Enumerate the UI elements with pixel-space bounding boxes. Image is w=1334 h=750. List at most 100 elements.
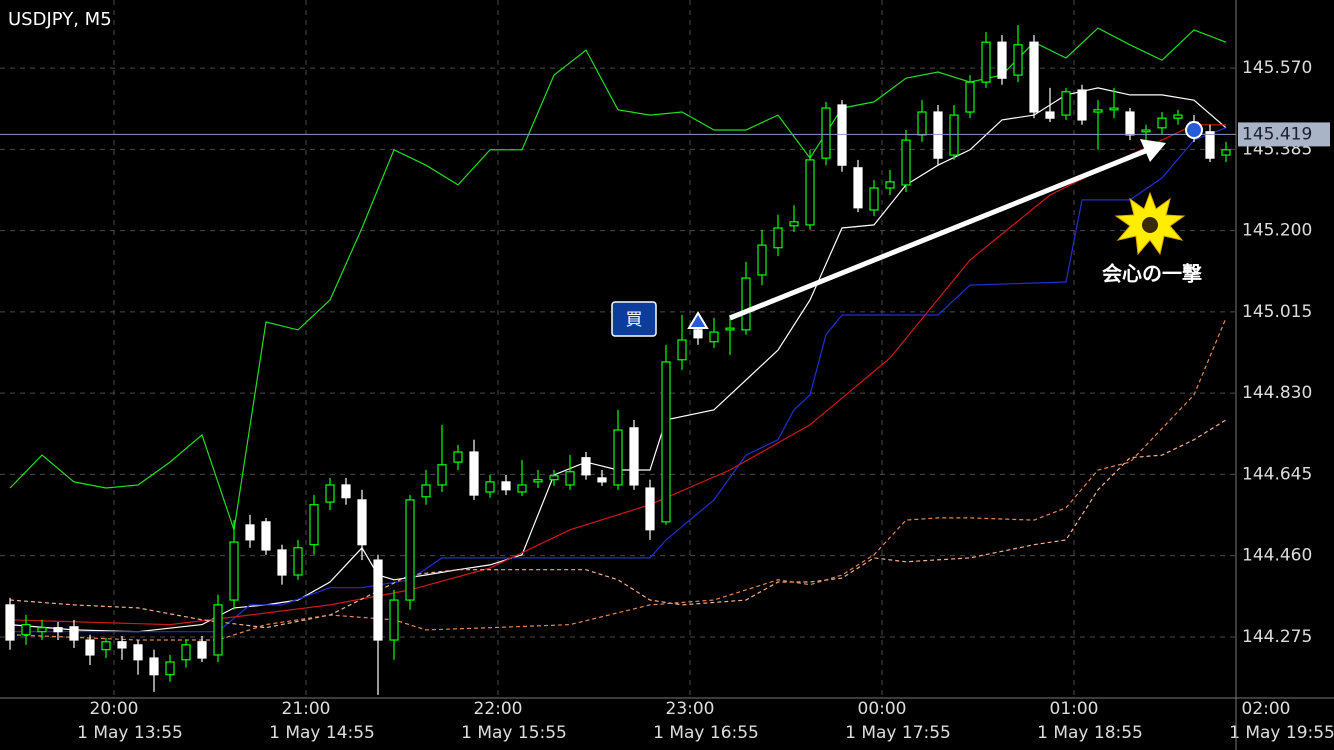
x-tick-label: 1 May 18:55 — [1037, 723, 1143, 743]
y-tick-label: 145.200 — [1242, 221, 1312, 241]
candle-body — [357, 499, 367, 546]
candle-body — [581, 457, 591, 476]
candle-body — [389, 599, 399, 641]
candle-body — [1077, 89, 1087, 121]
candle-body — [5, 604, 15, 641]
candle-body — [917, 111, 927, 136]
candle-body — [981, 41, 991, 83]
candle-body — [789, 221, 799, 227]
indicator-line — [9, 419, 1227, 629]
candle-body — [1173, 114, 1183, 119]
candle-body — [597, 477, 607, 483]
candle-body — [677, 339, 687, 361]
candle-body — [901, 139, 911, 186]
candle-body — [485, 481, 495, 493]
candle-body — [405, 499, 415, 601]
candle-body — [1109, 107, 1119, 111]
candle-body — [117, 641, 127, 649]
candle-body — [21, 624, 31, 636]
candle-body — [1013, 44, 1023, 76]
candle-body — [453, 451, 463, 463]
x-tick-label: 1 May 14:55 — [269, 723, 375, 743]
candle-body — [693, 329, 703, 339]
trend-arrow — [729, 147, 1149, 321]
y-tick-label: 144.460 — [1242, 546, 1312, 566]
candle-body — [197, 641, 207, 659]
candle-body — [421, 484, 431, 498]
indicator-line — [9, 124, 1226, 626]
candle-body — [869, 187, 879, 211]
buy-marker — [687, 311, 709, 329]
candle-body — [373, 559, 383, 641]
candle-body — [1157, 117, 1167, 129]
candle-body — [501, 481, 511, 491]
x-tick-label: 23:00 — [666, 699, 715, 719]
candle-body — [1029, 41, 1039, 113]
candle-body — [1061, 91, 1071, 116]
buy-label: 買 — [626, 310, 643, 330]
candle-body — [613, 429, 623, 486]
candle-body — [69, 626, 79, 641]
candle-body — [725, 327, 735, 331]
candle-body — [997, 41, 1007, 79]
candle-body — [965, 81, 975, 113]
candle-body — [101, 641, 111, 651]
candle-body — [165, 661, 175, 676]
x-tick-label: 00:00 — [858, 699, 907, 719]
y-tick-label: 144.830 — [1242, 383, 1312, 403]
candle-body — [661, 361, 671, 523]
candle-body — [245, 524, 255, 541]
indicator-line — [9, 317, 1227, 641]
arrow-head — [1140, 139, 1166, 162]
candle-body — [1141, 129, 1151, 133]
buy-badge — [611, 301, 657, 337]
x-tick-label: 21:00 — [282, 699, 331, 719]
price-tag — [1238, 122, 1330, 147]
x-tick-label: 01:00 — [1050, 699, 1099, 719]
candle-body — [709, 331, 719, 343]
candle-body — [805, 159, 815, 226]
candle-body — [181, 644, 191, 661]
x-tick-label: 1 May 16:55 — [653, 723, 759, 743]
candle-body — [1125, 111, 1135, 136]
x-tick-label: 22:00 — [474, 699, 523, 719]
candles — [5, 25, 1231, 695]
candle-body — [773, 227, 783, 249]
candle-body — [85, 639, 95, 656]
candle-body — [325, 484, 335, 503]
candle-body — [37, 627, 47, 633]
candle-body — [1045, 111, 1055, 119]
candle-body — [277, 549, 287, 576]
x-tick-label: 1 May 15:55 — [461, 723, 567, 743]
candle-body — [517, 484, 527, 493]
x-tick-label: 20:00 — [90, 699, 139, 719]
candle-body — [341, 484, 351, 499]
candle-body — [837, 104, 847, 166]
candle-body — [53, 627, 63, 633]
candle-body — [261, 521, 271, 551]
indicator-lines — [9, 27, 1227, 641]
x-tick-label: 1 May 19:55 — [1229, 723, 1334, 743]
x-tick-label: 1 May 13:55 — [77, 723, 183, 743]
candle-body — [213, 604, 223, 656]
candle-body — [1205, 131, 1215, 159]
candle-body — [1221, 149, 1231, 156]
candle-body — [133, 644, 143, 661]
candle-body — [469, 451, 479, 496]
candle-body — [741, 277, 751, 331]
candle-body — [949, 114, 959, 156]
close-marker — [1185, 121, 1203, 139]
candle-body — [885, 181, 895, 189]
candle-body — [645, 487, 655, 531]
y-tick-label: 145.570 — [1242, 58, 1312, 78]
candle-body — [757, 244, 767, 276]
indicator-line — [9, 27, 1227, 530]
candle-body — [565, 471, 575, 486]
candle-body — [229, 541, 239, 601]
candle-body — [309, 504, 319, 546]
caption: 会心の一撃 — [1102, 262, 1202, 286]
x-tick-label: 02:00 — [1242, 699, 1291, 719]
